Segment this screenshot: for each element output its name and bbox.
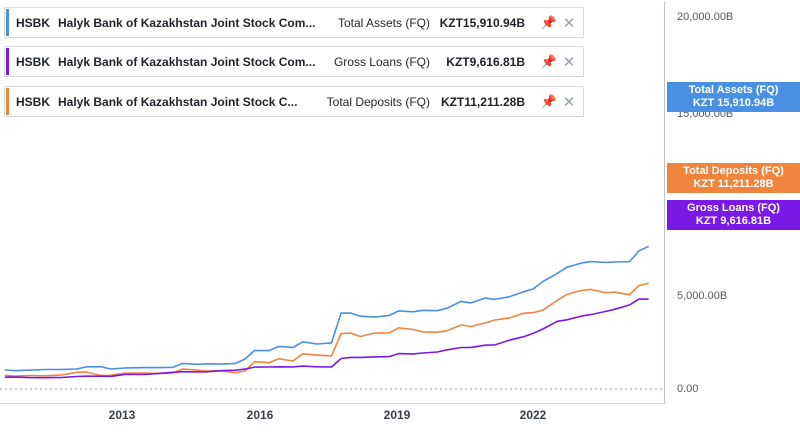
legend-color-bar — [6, 88, 9, 115]
legend-row-total-assets[interactable]: HSBK Halyk Bank of Kazakhstan Joint Stoc… — [4, 7, 584, 38]
pin-icon[interactable]: 📌 — [540, 14, 558, 30]
legend-ticker: HSBK — [16, 54, 51, 69]
tag-value: KZT 15,910.94B — [692, 97, 775, 109]
legend-ticker: HSBK — [16, 94, 51, 109]
series-line-gross-loans-fq[interactable] — [4, 298, 649, 379]
legend-value: KZT11,211.28B — [440, 94, 525, 109]
legend-company: Halyk Bank of Kazakhstan Joint Stock C..… — [58, 94, 298, 109]
close-icon[interactable]: ✕ — [562, 53, 576, 71]
gross-loans-value-tag: Gross Loans (FQ) KZT 9,616.81B — [667, 200, 800, 230]
pin-icon[interactable]: 📌 — [540, 93, 558, 109]
legend-metric: Total Deposits (FQ) — [326, 94, 430, 109]
legend-value: KZT15,910.94B — [439, 15, 525, 30]
legend-color-bar — [6, 9, 9, 36]
legend-row-gross-loans[interactable]: HSBK Halyk Bank of Kazakhstan Joint Stoc… — [4, 46, 584, 77]
legend-ticker: HSBK — [16, 15, 51, 30]
legend-value: KZT9,616.81B — [446, 54, 525, 69]
y-tick-label: 20,000.00B — [677, 11, 734, 23]
tag-label: Total Assets (FQ) — [688, 84, 779, 96]
legend-company: Halyk Bank of Kazakhstan Joint Stock Com… — [58, 54, 316, 69]
total-deposits-value-tag: Total Deposits (FQ) KZT 11,211.28B — [667, 163, 800, 193]
series-line-total-deposits-fq[interactable] — [4, 282, 649, 377]
x-tick-label: 2013 — [108, 408, 136, 422]
x-tick-label: 2022 — [519, 408, 547, 422]
legend-company: Halyk Bank of Kazakhstan Joint Stock Com… — [58, 15, 316, 30]
tag-label: Gross Loans (FQ) — [687, 202, 780, 214]
close-icon[interactable]: ✕ — [562, 14, 576, 32]
legend-row-total-deposits[interactable]: HSBK Halyk Bank of Kazakhstan Joint Stoc… — [4, 86, 584, 117]
y-tick-label: 5,000.00B — [677, 290, 728, 302]
legend-color-bar — [6, 48, 9, 75]
legend-metric: Gross Loans (FQ) — [333, 54, 430, 69]
close-icon[interactable]: ✕ — [562, 93, 576, 111]
tag-value: KZT 9,616.81B — [695, 215, 772, 227]
total-assets-value-tag: Total Assets (FQ) KZT 15,910.94B — [667, 82, 800, 112]
series-line-total-assets-fq[interactable] — [4, 245, 649, 372]
legend-metric: Total Assets (FQ) — [337, 15, 430, 30]
tag-value: KZT 11,211.28B — [693, 178, 774, 190]
x-tick-label: 2016 — [246, 408, 274, 422]
tag-label: Total Deposits (FQ) — [683, 165, 784, 177]
y-tick-label: 0.00 — [677, 383, 699, 395]
pin-icon[interactable]: 📌 — [540, 53, 558, 69]
x-tick-label: 2019 — [383, 408, 411, 422]
plot-area-border — [1, 1, 665, 404]
